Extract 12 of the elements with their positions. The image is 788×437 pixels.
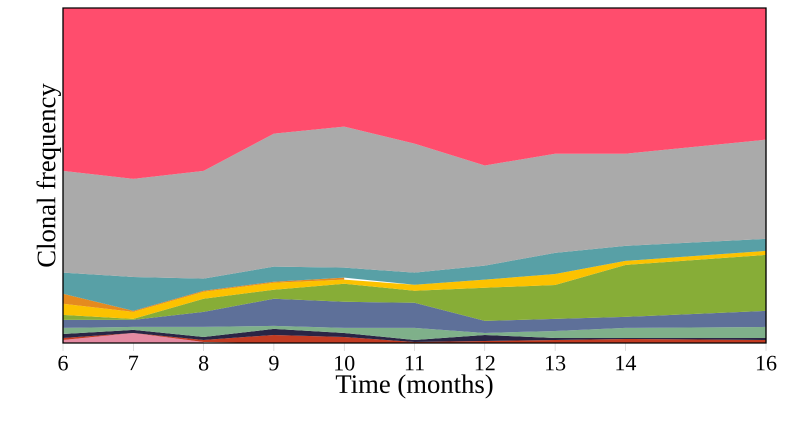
x-tick-label: 9 [269, 356, 279, 370]
x-tick-label: 7 [129, 356, 138, 370]
x-tick-label: 6 [58, 356, 68, 370]
x-tick-label: 12 [476, 356, 495, 370]
y-axis-title: Clonal frequency [36, 83, 61, 267]
x-tick-label: 13 [546, 356, 566, 370]
x-axis-title: Time (months) [336, 374, 492, 399]
x-tick-label: 14 [616, 356, 636, 370]
x-tick-label: 8 [198, 356, 208, 371]
x-tick-label: 10 [335, 356, 354, 371]
x-tick-label: 11 [406, 356, 424, 370]
x-tick-label: 16 [756, 356, 776, 370]
